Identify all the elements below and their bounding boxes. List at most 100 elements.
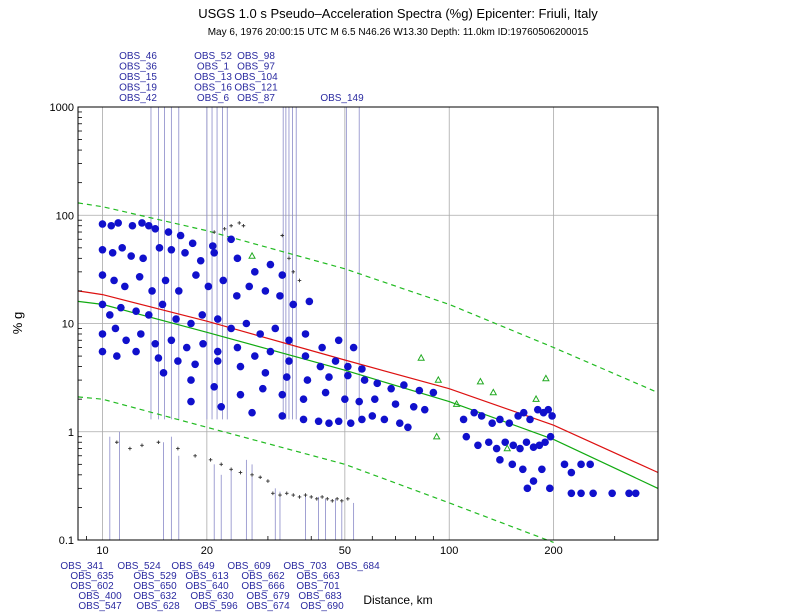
observed-point [248,408,256,417]
observed-point [415,386,424,395]
flagged-point [309,495,314,499]
observed-point [227,235,235,244]
observed-point [484,438,493,447]
observed-point [299,395,308,403]
observed-point [608,489,616,498]
observed-point [233,343,242,352]
observed-point [167,336,176,345]
flagged-point [340,499,344,503]
flagged-point [303,493,308,497]
observed-point [259,384,267,393]
station-label-bottom: OBS_628 [136,601,180,612]
station-label-top: OBS_15 [119,72,157,83]
triangle-point [476,377,485,385]
observed-point [151,339,160,348]
observed-point [395,419,404,427]
observed-point [208,242,217,250]
station-label-top: OBS_36 [119,62,157,73]
station-label-bottom: OBS_663 [296,571,340,582]
observed-point [213,315,222,323]
observed-point [303,376,312,384]
station-label-bottom: OBS_701 [296,581,340,592]
observed-point [526,415,534,424]
observed-point [496,415,504,424]
station-label-bottom: OBS_630 [190,591,234,602]
observed-point [370,395,379,403]
observed-point [110,276,118,285]
observed-point [301,330,310,338]
observed-point [236,390,245,399]
y-tick-label: 10 [62,319,74,331]
station-label-top: OBS_97 [237,62,275,73]
observed-point [285,357,293,365]
observed-point [181,248,189,257]
observed-point [245,282,254,291]
station-label-top: OBS_52 [194,51,232,62]
station-label-bottom: OBS_596 [194,601,238,612]
observed-point [409,403,418,411]
observed-point [496,456,504,464]
observed-point [139,254,147,263]
triangle-point [452,399,461,407]
triangle-point [434,375,443,383]
observed-point [325,373,333,381]
flagged-point [280,233,285,238]
observed-point [334,336,343,345]
flagged-point [156,440,161,445]
station-label-top: OBS_19 [119,83,157,94]
observed-point [217,403,226,411]
station-label-top: OBS_87 [237,93,275,104]
observed-point [325,419,333,427]
observed-point [400,381,408,389]
station-label-bottom: OBS_690 [300,601,344,612]
observed-point [387,384,395,393]
observed-point [546,432,555,441]
observed-point [477,412,486,420]
observed-point [154,354,163,362]
observed-point [219,276,228,285]
observed-point [213,347,222,356]
observed-point [429,388,438,397]
observed-point [492,444,501,453]
observed-point [509,441,518,450]
observed-point [271,324,280,333]
observed-point [331,357,340,365]
observed-point [318,343,326,352]
observed-point [334,417,343,426]
observed-point [98,245,107,254]
station-label-top: OBS_98 [237,51,275,62]
lower-bound-curve [77,396,554,543]
observed-point [546,484,554,493]
observed-point [488,419,496,427]
observed-point [210,248,219,257]
observed-point [167,245,176,254]
observed-point [199,339,207,348]
observed-point [111,324,120,333]
plot-area [77,106,659,543]
observed-point [278,390,287,399]
observed-point [148,287,156,295]
axis-ticks: 10 20 50 100 200 0.1 1 10 100 1000 [50,102,659,557]
observed-point [213,357,222,365]
station-label-bottom: OBS_649 [171,561,215,572]
flagged-point [297,278,302,283]
observed-point [236,362,245,371]
observed-point [380,415,389,424]
observed-point [198,311,207,319]
observed-point [227,324,235,333]
observed-point [508,460,517,469]
observed-point [541,438,549,447]
triangle-point [503,444,512,452]
observed-point [117,303,125,312]
flagged-point [258,475,262,480]
observed-point [567,468,576,477]
station-label-top: OBS_42 [119,93,157,104]
observed-point [108,248,117,257]
observed-point [391,400,400,408]
station-label-bottom: OBS_524 [117,561,161,572]
observed-point [233,254,242,263]
observed-point [321,388,330,397]
flagged-point [128,446,132,451]
observed-point [355,397,364,406]
observed-point [358,415,366,424]
